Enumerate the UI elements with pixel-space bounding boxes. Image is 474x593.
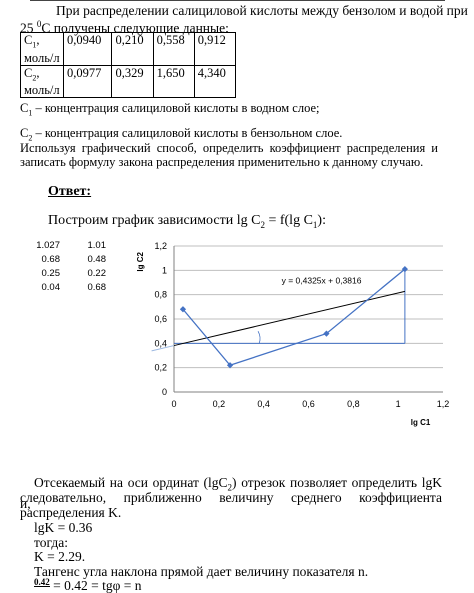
answer-heading: Ответ: [48,184,92,199]
x-axis-label: lg C1 [411,418,431,427]
table-cell: 0,210 [111,32,154,66]
x-tick-label: 1,2 [437,399,450,409]
trendline [173,290,406,347]
k-value: K = 2.29. [34,549,86,564]
top-rule [30,0,445,1]
trendline-extension [151,345,175,352]
tangent-sentence: Тангенс угла наклона прямой дает величин… [34,564,369,579]
y-tick-label: 0,4 [154,338,167,348]
data-table: C1, моль/л 0,0940 0,210 0,558 0,912 C2, мо… [20,32,237,98]
table-row: C2, моль/л 0,0977 0,329 1,650 4,340 [20,64,237,98]
x-tick-label: 1 [396,399,401,409]
y-axis-label: lg C2 [136,251,145,271]
table-row: C1, моль/л 0,0940 0,210 0,558 0,912 [20,32,237,66]
x-tick-label: 0,2 [213,399,226,409]
y-tick-label: 0 [162,387,167,397]
trendline-equation: y = 0,4325x + 0,3816 [282,276,362,286]
log-row: 0.04 0.68 [41,282,107,293]
table-cell: 0,912 [193,32,237,66]
x-tick-label: 0 [171,399,176,409]
row-label: C2, моль/л [20,64,64,98]
task-line-1: Используя графический способ, определить… [20,141,438,155]
conclusion-line-2: следовательно, приближенно величину сред… [20,490,442,505]
x-tick-label: 0,4 [257,399,270,409]
definition-c1: C1 – концентрация салициловой кислоты в … [20,101,320,118]
intro-line-2: 25 0С получены следующие данные: [20,19,229,36]
row-label: C1, моль/л [20,32,64,66]
data-point [226,362,234,369]
y-tick-label: 0,2 [154,363,167,373]
log-values-table: 1.027 1.01 0.68 0.48 0.25 0.22 0.04 0.68 [32,240,112,296]
y-tick-label: 0,8 [154,290,167,300]
lg-chart: 0 0,2 0,4 0,6 0,8 1 1,2 0 0,2 0,4 0,6 0,8 1 1,2 lg C1 l… [136,241,450,427]
then-label: тогда: [34,535,68,550]
x-tick-label: 0,6 [302,399,315,409]
table-cell: 0,0977 [62,64,113,98]
conclusion-line-1: Отсекаемый на оси ординат (lgC2) отрезок… [20,475,442,511]
table-cell: 0,558 [152,32,195,66]
y-tick-label: 0,6 [154,314,167,324]
y-tick-label: 1 [162,265,167,275]
slope-formula: 0.42 = 0.42 = tgφ = n [34,577,142,593]
table-cell: 0,329 [111,64,154,98]
y-tick-label: 1,2 [154,241,167,251]
intro-line-1: При распределении салициловой кислоты ме… [56,3,468,18]
x-tick-label: 0,8 [347,399,360,409]
series-line [182,268,406,366]
log-row: 0.68 0.48 [41,254,107,265]
definition-c2: C2 – концентрация салициловой кислоты в … [20,126,343,143]
data-point [401,266,409,273]
table-cell: 4,340 [193,64,237,98]
log-row: 0.25 0.22 [41,268,107,279]
data-point [323,330,330,337]
task-line-2: записать формулу закона распределения пр… [20,155,424,169]
lgk-value: lgK = 0.36 [34,520,93,535]
log-row: 1.027 1.01 [36,240,106,251]
graph-intro: Построим график зависимости lg C2 = f(lg… [48,213,326,230]
angle-arc [257,330,261,344]
conclusion-line-3: распределения K. [20,505,122,520]
